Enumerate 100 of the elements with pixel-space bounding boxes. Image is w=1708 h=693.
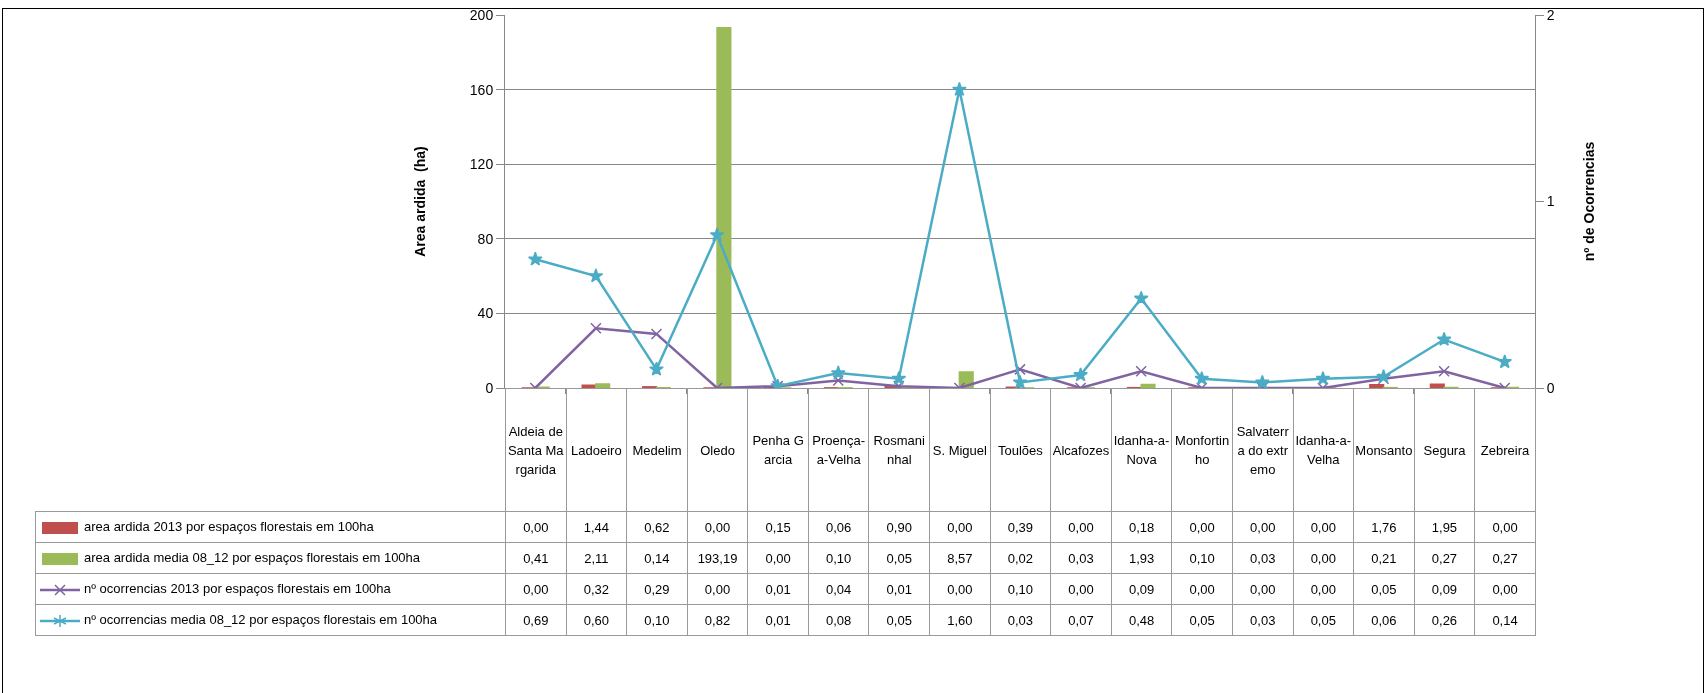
data-label: 0,00	[1050, 573, 1112, 605]
data-label: 0,69	[505, 604, 567, 636]
data-label: 0,00	[1293, 573, 1354, 605]
data-label: 0,03	[990, 604, 1051, 636]
x-tick-label: Proença-a-Velha	[808, 388, 869, 512]
data-label: 0,15	[747, 511, 809, 543]
data-label: 0,21	[1353, 542, 1415, 574]
data-label: 0,09	[1414, 573, 1475, 605]
y-tick-label: 0	[485, 379, 494, 396]
data-label: 0,00	[1171, 511, 1233, 543]
data-label: 0,10	[808, 542, 869, 574]
x-tick-label: Oledo	[687, 388, 748, 512]
y2-tick-label: 2	[1546, 6, 1555, 23]
data-label: 0,14	[626, 542, 688, 574]
x-tick-label: Aldeia de Santa Margarida	[505, 388, 567, 512]
data-label: 0,02	[990, 542, 1051, 574]
data-label: 0,05	[1171, 604, 1233, 636]
y-tick-label: 40	[477, 305, 494, 322]
data-label: 0,00	[929, 573, 991, 605]
data-label: 0,62	[626, 511, 688, 543]
data-label: 0,03	[1232, 542, 1294, 574]
data-label: 0,05	[868, 604, 930, 636]
data-label: 0,05	[1293, 604, 1354, 636]
x-tick-label: Monsanto	[1353, 388, 1415, 512]
data-label: 1,76	[1353, 511, 1415, 543]
x-tick-label: Ladoeiro	[566, 388, 627, 512]
data-label: 1,60	[929, 604, 991, 636]
data-label: 0,00	[1050, 511, 1112, 543]
data-label: 0,00	[1232, 573, 1294, 605]
data-label: 0,39	[990, 511, 1051, 543]
x-tick-label: Zebreira	[1474, 388, 1536, 512]
data-label: 0,00	[929, 511, 991, 543]
data-label: 0,60	[566, 604, 627, 636]
x-tick-label: Salvaterra do extremo	[1232, 388, 1294, 512]
data-label: 0,06	[808, 511, 869, 543]
x-tick-label: S. Miguel	[929, 388, 991, 512]
legend-label: area ardida 2013 por espaços florestais em 100ha	[84, 519, 374, 535]
y-tick-label: 160	[469, 81, 494, 98]
data-label: 0,08	[808, 604, 869, 636]
data-label: 0,10	[626, 604, 688, 636]
data-label: 0,04	[808, 573, 869, 605]
y-tick-label: 120	[469, 156, 494, 173]
y-tick-label: 80	[477, 230, 494, 247]
x-tick-label: Rosmaninhal	[868, 388, 930, 512]
data-label: 0,27	[1474, 542, 1536, 574]
x-tick-label: Segura	[1414, 388, 1475, 512]
y-axis-title: Area ardida (ha)	[412, 146, 429, 257]
data-label: 0,10	[1171, 542, 1233, 574]
data-label: 8,57	[929, 542, 991, 574]
data-label: 0,05	[1353, 573, 1415, 605]
x-tick-label: Idanha-a-Velha	[1293, 388, 1354, 512]
data-label: 0,03	[1050, 542, 1112, 574]
y2-tick-label: 1	[1546, 193, 1555, 210]
data-label: 0,00	[1171, 573, 1233, 605]
data-label: 0,14	[1474, 604, 1536, 636]
data-label: 1,95	[1414, 511, 1475, 543]
data-label: 0,26	[1414, 604, 1475, 636]
data-label: 2,11	[566, 542, 627, 574]
data-label: 0,01	[747, 604, 809, 636]
data-label: 0,10	[990, 573, 1051, 605]
data-label: 0,90	[868, 511, 930, 543]
x-tick-label: Toulões	[990, 388, 1051, 512]
data-label: 0,18	[1111, 511, 1172, 543]
legend-label: nº ocorrencias media 08_12 por espaços florestais em 100ha	[84, 612, 438, 628]
data-label: 0,00	[1293, 542, 1354, 574]
data-label: 0,27	[1414, 542, 1475, 574]
x-tick-label: Medelim	[626, 388, 688, 512]
data-label: 0,05	[868, 542, 930, 574]
x-tick-label: Idanha-a-Nova	[1111, 388, 1172, 512]
data-label: 0,07	[1050, 604, 1112, 636]
data-label: 0,00	[1232, 511, 1294, 543]
x-tick-label: Monfortinho	[1171, 388, 1233, 512]
x-tick-label: Penha Garcia	[747, 388, 809, 512]
data-label: 0,00	[1474, 573, 1536, 605]
data-label: 0,00	[687, 573, 748, 605]
data-label: 0,09	[1111, 573, 1172, 605]
data-label: 0,00	[505, 511, 567, 543]
x-tick-label: Alcafozes	[1050, 388, 1112, 512]
data-label: 0,00	[1293, 511, 1354, 543]
data-label: 0,48	[1111, 604, 1172, 636]
y2-axis-title: nº de Ocorrencias	[1581, 141, 1598, 262]
y2-tick-label: 0	[1546, 379, 1555, 396]
legend-label: nº ocorrencias 2013 por espaços florestais em 100ha	[84, 581, 391, 597]
data-label: 0,00	[505, 573, 567, 605]
data-label: 0,29	[626, 573, 688, 605]
data-label: 1,93	[1111, 542, 1172, 574]
data-label: 0,00	[747, 542, 809, 574]
data-label: 0,03	[1232, 604, 1294, 636]
data-label: 0,01	[747, 573, 809, 605]
data-label: 0,01	[868, 573, 930, 605]
data-label: 0,82	[687, 604, 748, 636]
data-label: 0,06	[1353, 604, 1415, 636]
data-label: 1,44	[566, 511, 627, 543]
data-label: 193,19	[687, 542, 748, 574]
legend-label: area ardida media 08_12 por espaços florestais em 100ha	[84, 550, 421, 566]
data-label: 0,32	[566, 573, 627, 605]
data-label: 0,00	[1474, 511, 1536, 543]
data-label: 0,41	[505, 542, 567, 574]
data-label: 0,00	[687, 511, 748, 543]
y-tick-label: 200	[469, 6, 494, 23]
